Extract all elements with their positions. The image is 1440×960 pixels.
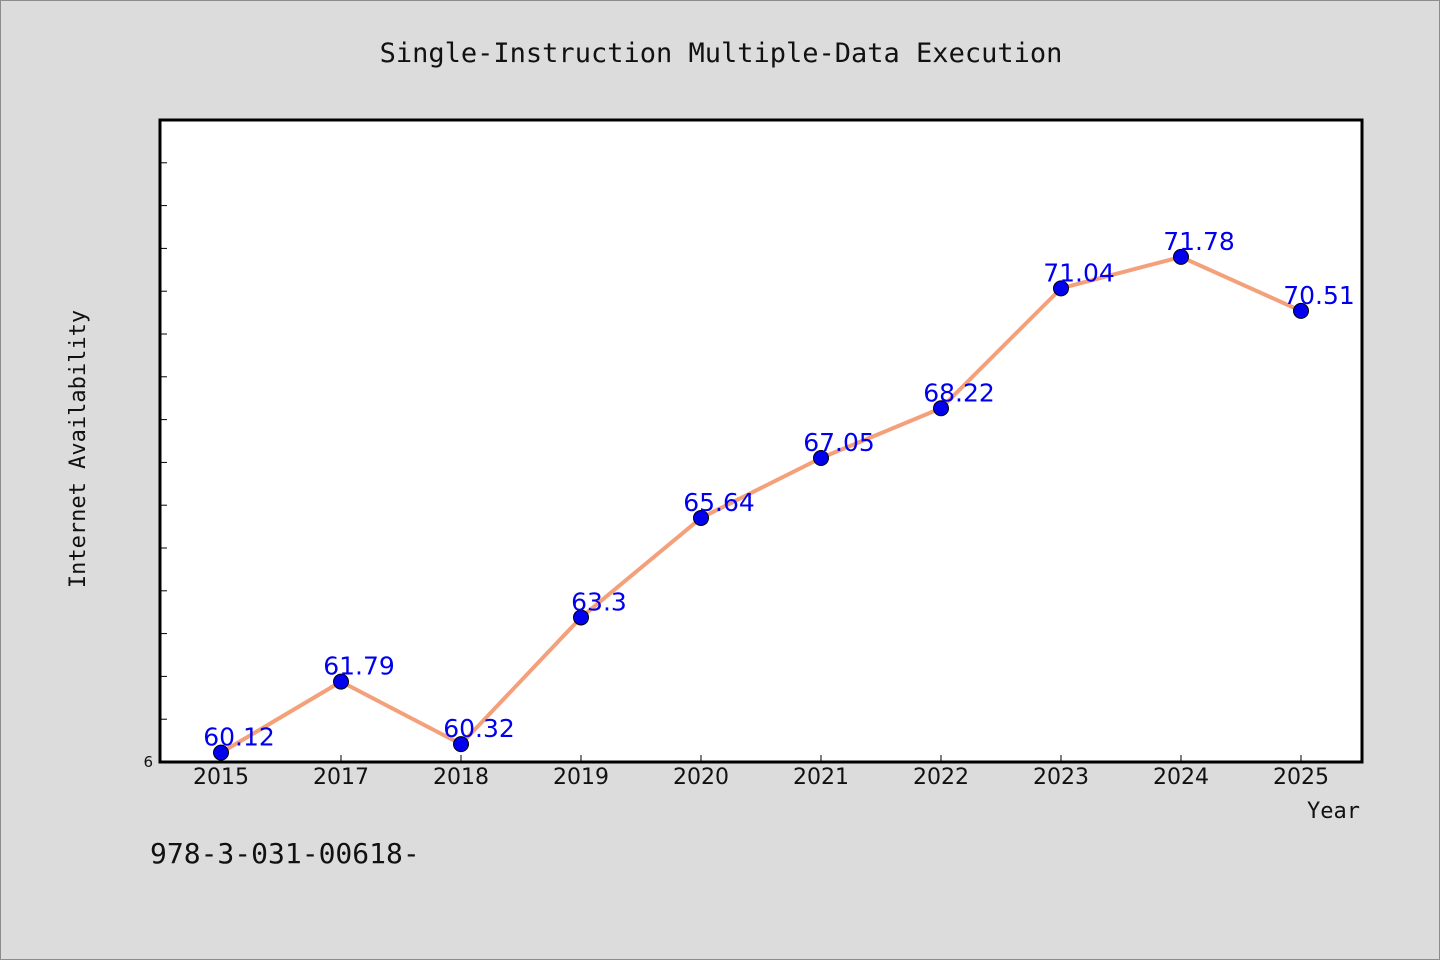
x-tick-label: 2025 (1273, 765, 1329, 790)
chart-title: Single-Instruction Multiple-Data Executi… (380, 38, 1063, 69)
x-tick-label: 2017 (313, 765, 369, 790)
footer-code: 978-3-031-00618- (150, 837, 420, 870)
x-tick-label: 2019 (553, 765, 609, 790)
data-point-marker (813, 450, 829, 467)
data-label: 65.64 (683, 488, 755, 517)
y-axis-title: Internet Availability (66, 310, 91, 588)
data-point-marker (1293, 302, 1309, 319)
x-axis-title: Year (1307, 799, 1360, 824)
data-label: 71.78 (1163, 227, 1235, 256)
data-label: 60.32 (443, 714, 515, 743)
data-label: 71.04 (1043, 258, 1115, 287)
data-label: 68.22 (923, 378, 995, 407)
x-tick-label: 2015 (193, 765, 249, 790)
series-group (213, 248, 1309, 761)
x-tick-label: 2020 (673, 765, 729, 790)
x-tick-label: 2022 (913, 765, 969, 790)
plot-area (158, 118, 1364, 764)
y-axis-ticks: 6 (143, 162, 167, 771)
data-point-marker (1053, 280, 1069, 297)
data-labels-group: 60.12 61.79 60.32 63.3 65.64 67.05 68.22 71.04 7… (203, 227, 1355, 752)
x-tick-label: 2018 (433, 765, 489, 790)
x-tick-label: 2023 (1033, 765, 1089, 790)
data-label: 67.05 (803, 428, 875, 457)
x-tick-label: 2021 (793, 765, 849, 790)
data-point-marker (1173, 248, 1189, 265)
x-axis-ticks: 2015 2017 2018 2019 2020 2021 2022 2023 2024 2025 (193, 755, 1329, 790)
data-point-marker (693, 509, 709, 526)
series-line (219, 254, 1303, 755)
data-label: 63.3 (571, 587, 627, 616)
data-label: 70.51 (1283, 281, 1355, 310)
data-point-marker (933, 400, 949, 417)
data-point-marker (453, 736, 469, 753)
y-tick-label: 6 (143, 753, 153, 771)
data-point-marker (573, 609, 589, 626)
x-tick-label: 2024 (1153, 765, 1209, 790)
data-point-marker (333, 673, 349, 690)
data-label: 61.79 (323, 652, 395, 681)
data-label: 60.12 (203, 723, 275, 752)
data-point-marker (213, 744, 229, 761)
